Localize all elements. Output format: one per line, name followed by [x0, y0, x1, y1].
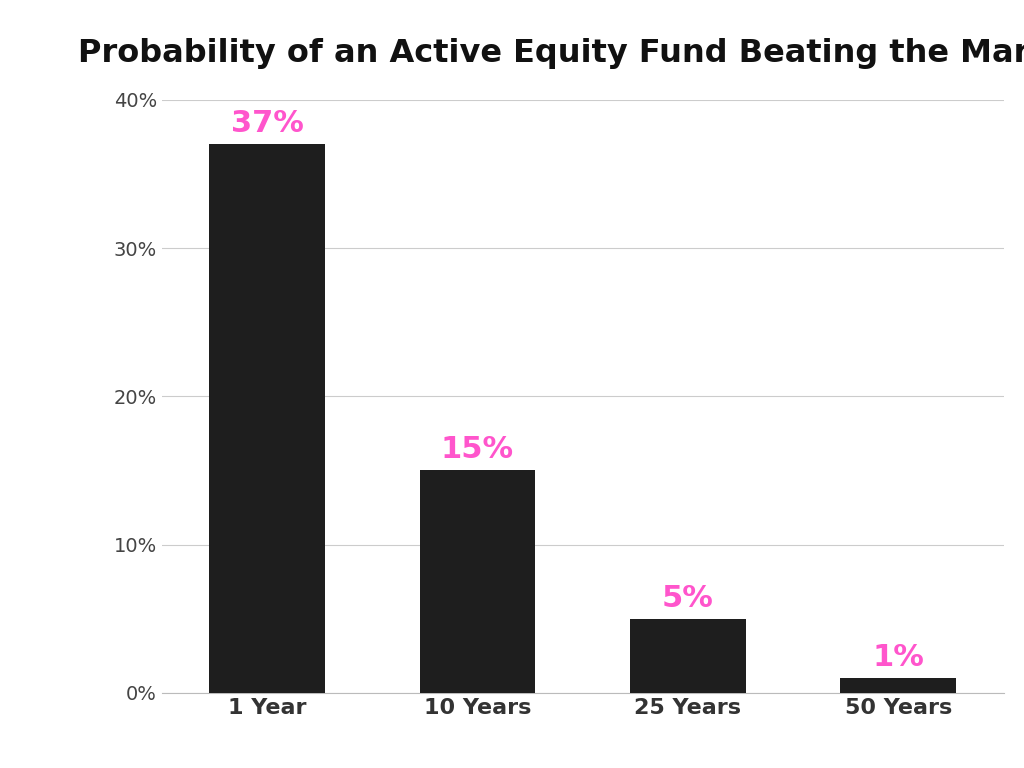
Text: Time Frame: Time Frame: [373, 720, 556, 748]
Text: Probability of an Active Equity Fund Beating the Market: Probability of an Active Equity Fund Bea…: [79, 38, 1024, 69]
Text: 5%: 5%: [662, 584, 714, 613]
Text: 1%: 1%: [872, 643, 925, 672]
Text: 15%: 15%: [441, 435, 514, 465]
Text: 37%: 37%: [230, 109, 303, 138]
Text: MONEY WOMAN: MONEY WOMAN: [885, 742, 1010, 756]
Text: THE MILLENNIAL: THE MILLENNIAL: [898, 717, 995, 727]
Bar: [209, 144, 325, 693]
Text: Probability: Probability: [15, 298, 44, 470]
Bar: [420, 470, 536, 693]
Bar: [630, 619, 745, 693]
Bar: [841, 678, 956, 693]
